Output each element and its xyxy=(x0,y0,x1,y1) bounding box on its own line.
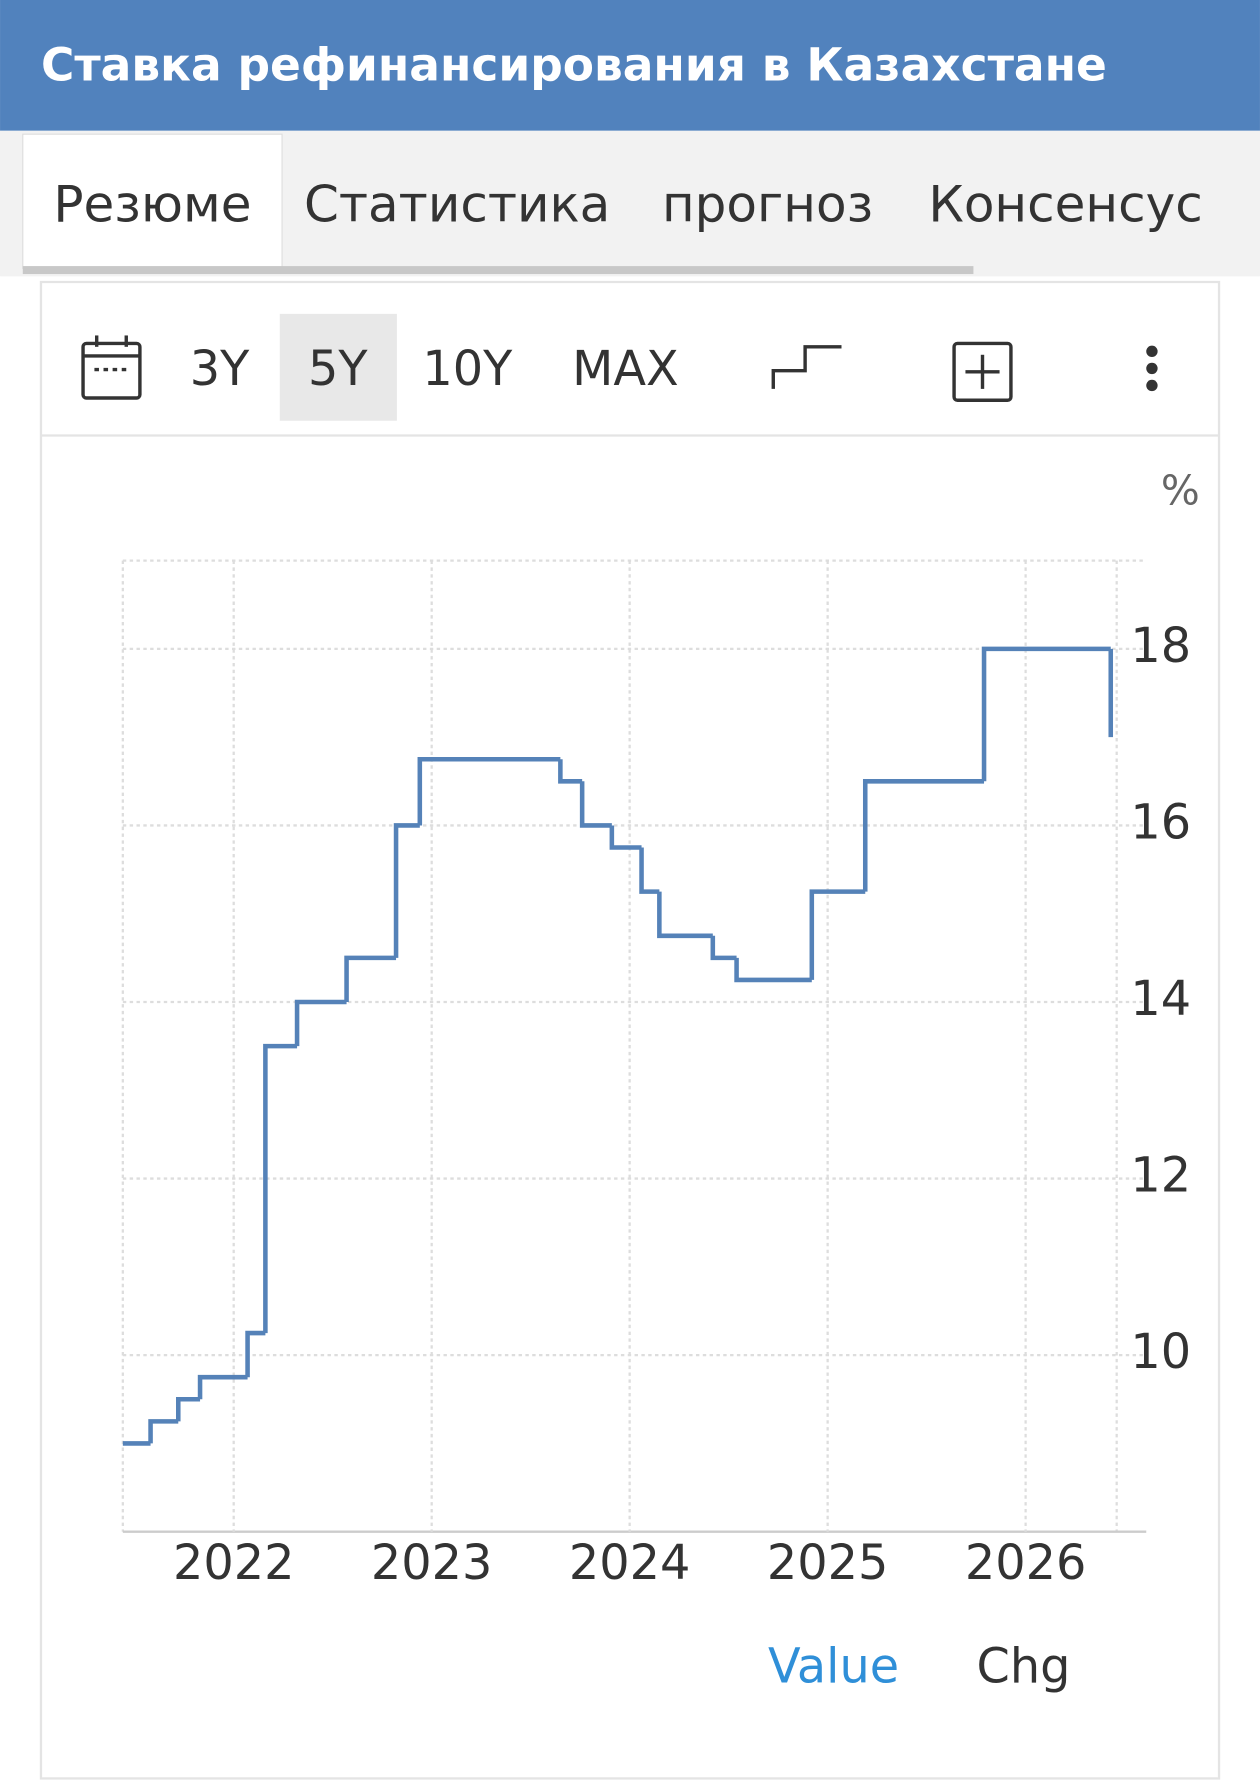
step-segment xyxy=(558,759,583,784)
x-tick-label: 2023 xyxy=(371,1536,493,1591)
header-title: Ставка рефинансирования в Казахстане xyxy=(41,39,1107,92)
step-segment xyxy=(981,646,1111,782)
unit-label: % xyxy=(1161,467,1200,515)
range-button[interactable]: 3Y xyxy=(190,342,250,397)
step-segment xyxy=(579,781,612,828)
tab[interactable]: прогноз xyxy=(662,176,873,234)
more-icon[interactable] xyxy=(1146,345,1158,392)
range-button[interactable]: MAX xyxy=(572,342,679,397)
tab[interactable]: Статистика xyxy=(304,176,610,234)
selected-range xyxy=(279,313,397,421)
step-segment xyxy=(657,891,713,939)
step-segment xyxy=(393,823,420,958)
chart-card xyxy=(39,280,1221,1780)
y-tick-label: 14 xyxy=(1130,972,1191,1027)
tab[interactable]: Резюме xyxy=(53,176,251,234)
plot-frame xyxy=(121,559,1147,1532)
step-segment xyxy=(344,955,397,1003)
y-tick-label: 16 xyxy=(1130,795,1191,850)
x-tick-label: 2022 xyxy=(173,1536,295,1591)
x-tick-label: 2025 xyxy=(767,1536,889,1591)
step-segment xyxy=(734,957,812,983)
header-bar xyxy=(0,0,1260,131)
tab-scrollbar xyxy=(22,266,974,275)
step-segment xyxy=(263,1043,298,1334)
step-segment xyxy=(609,825,642,850)
step-segment xyxy=(197,1374,248,1400)
add-icon[interactable] xyxy=(952,341,1013,402)
calendar-icon[interactable] xyxy=(81,335,142,400)
step-segment xyxy=(639,847,660,894)
step-segment xyxy=(862,779,985,892)
plot: 10 12 14 16 18 2022 2023 2024 2025 2026 xyxy=(121,559,1191,1591)
range-button[interactable]: 5Y xyxy=(308,342,368,397)
step-segment xyxy=(176,1397,201,1422)
x-tick-label: 2026 xyxy=(965,1536,1087,1591)
step-segment xyxy=(417,756,561,826)
x-tick-label: 2024 xyxy=(569,1536,691,1591)
y-tick-label: 10 xyxy=(1130,1325,1191,1380)
step-segment xyxy=(809,889,866,980)
range-button[interactable]: 10Y xyxy=(422,342,513,397)
value-toggle[interactable]: Value xyxy=(768,1639,899,1694)
step-segment xyxy=(245,1330,266,1378)
chg-toggle[interactable]: Chg xyxy=(976,1639,1070,1694)
step-segment xyxy=(148,1419,179,1444)
y-tick-label: 12 xyxy=(1130,1149,1191,1204)
step-segment xyxy=(710,935,737,961)
step-segment xyxy=(294,999,347,1047)
y-tick-label: 18 xyxy=(1130,619,1191,674)
tab[interactable]: Консенсус xyxy=(928,176,1202,234)
step-icon[interactable] xyxy=(771,345,842,389)
